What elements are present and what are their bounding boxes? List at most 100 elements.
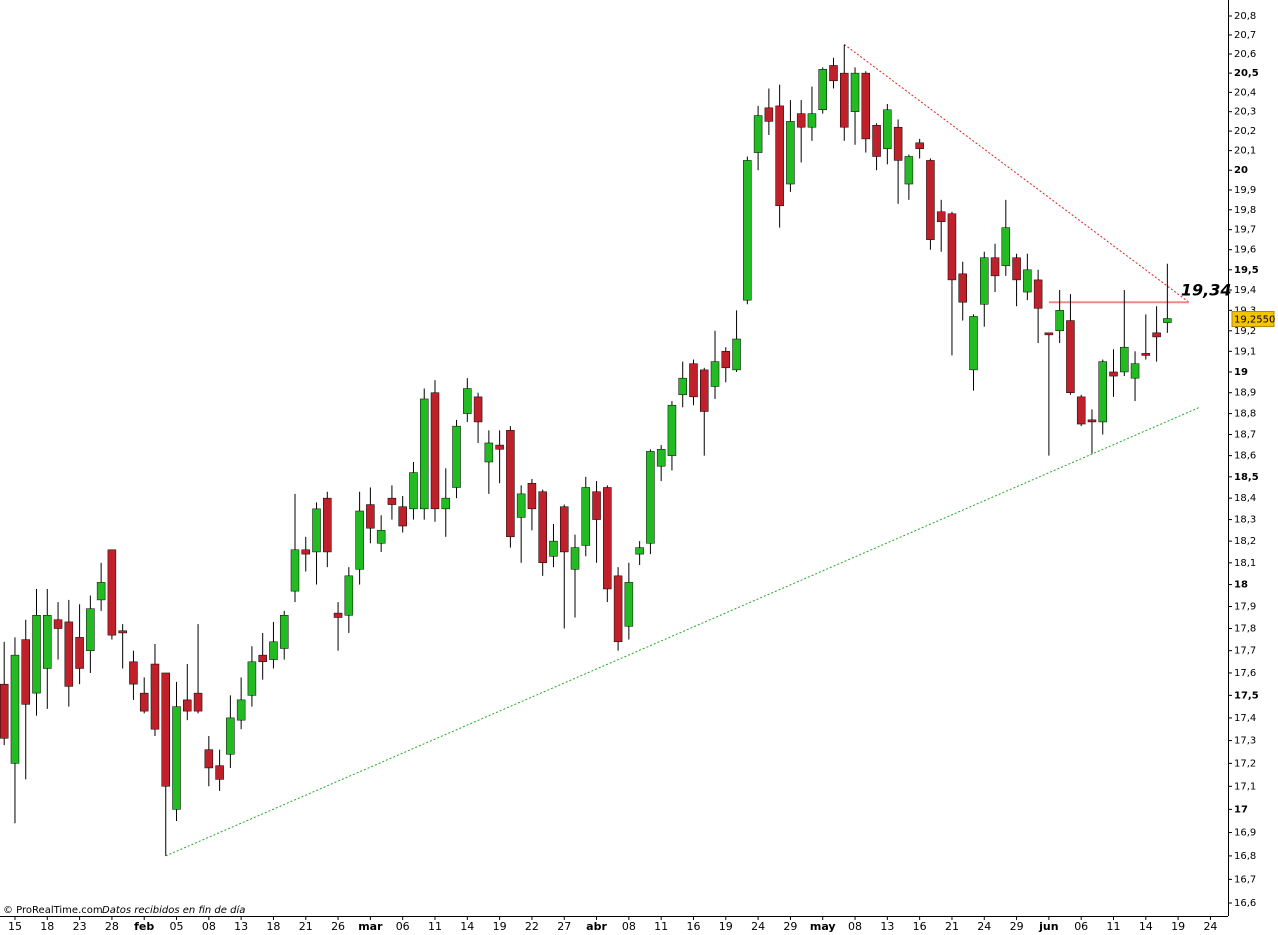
candle-body bbox=[355, 510, 364, 570]
candle-body bbox=[700, 369, 709, 412]
x-tick-label: 15 bbox=[8, 920, 22, 933]
candle-body bbox=[118, 630, 127, 634]
candle-body bbox=[818, 69, 827, 111]
candle-body bbox=[139, 692, 149, 712]
candle-body bbox=[689, 363, 698, 398]
candle-body bbox=[613, 575, 623, 643]
y-tick-label: 20,4 bbox=[1234, 87, 1256, 98]
candle-body bbox=[1076, 396, 1086, 425]
y-tick-label: 20 bbox=[1234, 165, 1248, 176]
candle-body bbox=[0, 683, 9, 739]
candle-body bbox=[150, 663, 160, 730]
y-tick-label: 18,3 bbox=[1234, 515, 1256, 526]
candle-body bbox=[581, 487, 591, 546]
candle-body bbox=[473, 396, 483, 423]
candle-body bbox=[43, 615, 52, 669]
candle-body bbox=[872, 125, 881, 157]
y-tick-label: 16,8 bbox=[1234, 851, 1256, 862]
copyright: © ProRealTime.com bbox=[3, 905, 103, 916]
candle-body bbox=[592, 491, 601, 520]
x-tick-label: 14 bbox=[460, 920, 474, 933]
candle-body bbox=[1141, 353, 1151, 356]
candle-body bbox=[506, 430, 515, 538]
x-tick-label: 06 bbox=[1074, 920, 1088, 933]
candle-body bbox=[1023, 269, 1032, 293]
candle-body bbox=[559, 506, 569, 553]
x-tick-label: 13 bbox=[880, 920, 894, 933]
candle-body bbox=[1098, 361, 1107, 423]
y-tick-label: 20,2 bbox=[1234, 126, 1256, 137]
y-tick-label: 20,8 bbox=[1234, 11, 1256, 22]
y-tick-label: 18,6 bbox=[1234, 451, 1256, 462]
candle-body bbox=[398, 506, 407, 527]
candle-body bbox=[947, 213, 957, 281]
candle-body bbox=[215, 765, 224, 780]
candle-body bbox=[656, 449, 666, 467]
x-tick-label: 28 bbox=[105, 920, 119, 933]
x-tick-label: 08 bbox=[202, 920, 216, 933]
candle-body bbox=[236, 699, 246, 721]
price-tag bbox=[1231, 311, 1275, 328]
x-tick-label: 29 bbox=[1010, 920, 1024, 933]
candle-body bbox=[743, 160, 752, 301]
candle-body bbox=[1012, 257, 1021, 281]
x-tick-label: 14 bbox=[1139, 920, 1153, 933]
x-tick-label: 18 bbox=[40, 920, 54, 933]
candle-body bbox=[247, 661, 257, 696]
candle-body bbox=[376, 530, 386, 544]
candle-body bbox=[786, 121, 795, 185]
y-tick-label: 19 bbox=[1234, 367, 1248, 378]
y-tick-label: 17,9 bbox=[1234, 601, 1256, 612]
y-tick-label: 17,1 bbox=[1234, 781, 1256, 792]
candle-body bbox=[463, 388, 472, 414]
x-tick-label: 23 bbox=[73, 920, 87, 933]
x-tick-label: 19 bbox=[719, 920, 733, 933]
candle-body bbox=[75, 637, 84, 669]
y-tick-label: 16,7 bbox=[1234, 874, 1256, 885]
y-tick-label: 18,4 bbox=[1234, 493, 1256, 504]
candle-body bbox=[366, 504, 375, 529]
x-tick-label: 06 bbox=[396, 920, 410, 933]
x-tick-label: may bbox=[810, 920, 836, 933]
candle-body bbox=[570, 547, 580, 570]
x-tick-label: 19 bbox=[1171, 920, 1185, 933]
candle-body bbox=[1130, 363, 1140, 379]
candle-body bbox=[258, 654, 267, 663]
y-tick-label: 18,8 bbox=[1234, 409, 1256, 420]
x-tick-label: 24 bbox=[1203, 920, 1217, 933]
candle-body bbox=[1163, 318, 1172, 323]
y-tick-label: 19,6 bbox=[1234, 245, 1256, 256]
candle-body bbox=[624, 582, 634, 627]
candle-body bbox=[1044, 332, 1054, 336]
y-tick-label: 19,4 bbox=[1234, 285, 1256, 296]
x-tick-label: 16 bbox=[913, 920, 927, 933]
y-tick-label: 18,1 bbox=[1234, 558, 1256, 569]
candle-body bbox=[269, 641, 278, 660]
x-tick-label: 08 bbox=[622, 920, 636, 933]
y-tick-label: 19,2 bbox=[1234, 326, 1256, 337]
candle-body bbox=[678, 377, 687, 396]
y-tick-label: 18,2 bbox=[1234, 536, 1256, 547]
y-tick-label: 18,7 bbox=[1234, 430, 1256, 441]
x-tick-label: 05 bbox=[170, 920, 184, 933]
y-tick-label: 20,3 bbox=[1234, 107, 1256, 118]
candle-body bbox=[10, 654, 20, 764]
candle-body bbox=[1033, 279, 1043, 309]
candle-body bbox=[883, 109, 892, 149]
y-tick-label: 18,5 bbox=[1234, 472, 1259, 483]
candle-body bbox=[96, 582, 106, 601]
candle-body bbox=[764, 107, 774, 122]
x-tick-label: 11 bbox=[1107, 920, 1121, 933]
candle-body bbox=[807, 113, 817, 128]
candle-body bbox=[1066, 320, 1075, 393]
y-tick-label: 17,7 bbox=[1234, 646, 1256, 657]
y-tick-label: 20,1 bbox=[1234, 146, 1256, 157]
x-tick-label: 11 bbox=[428, 920, 442, 933]
y-tick-label: 19,1 bbox=[1234, 346, 1256, 357]
candle-body bbox=[204, 749, 214, 769]
candle-body bbox=[333, 612, 343, 618]
note: Datos recibidos en fin de día bbox=[102, 904, 245, 916]
candle-body bbox=[409, 472, 418, 510]
